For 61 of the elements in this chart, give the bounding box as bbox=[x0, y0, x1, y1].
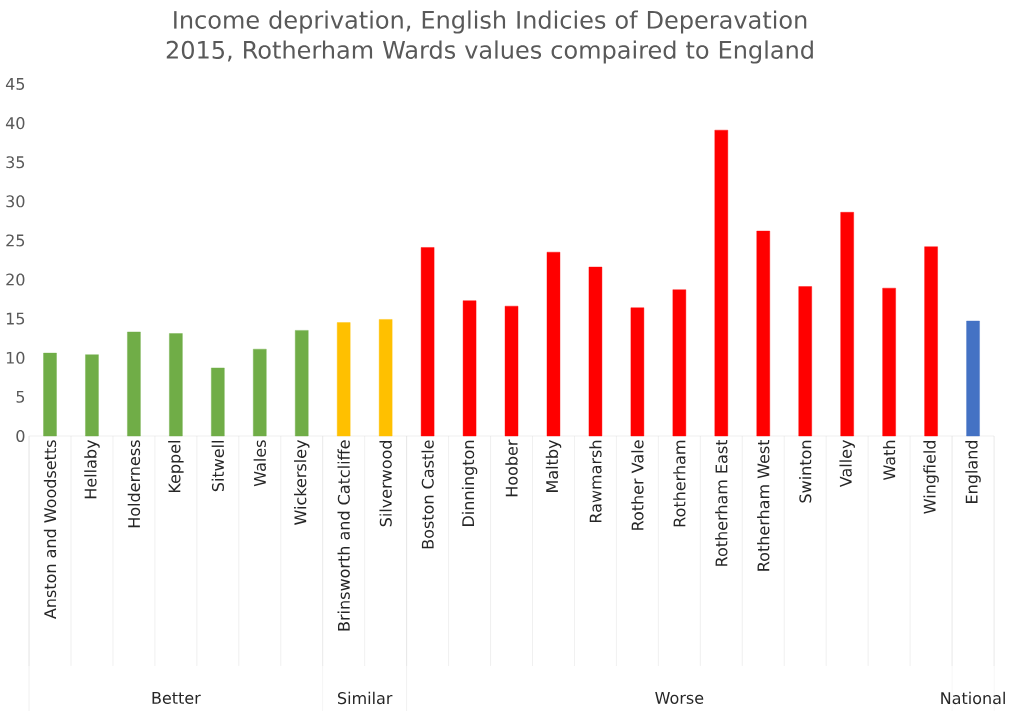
text: Similar bbox=[338, 691, 393, 705]
bar bbox=[211, 367, 225, 437]
y-tick-label: 0 bbox=[16, 429, 25, 443]
x-tick-label: Wath bbox=[882, 440, 896, 481]
bar bbox=[85, 354, 99, 437]
bar bbox=[420, 247, 435, 437]
x-tick-label: Anston and Woodsetts bbox=[43, 440, 57, 619]
y-tick-label: 20 bbox=[6, 273, 25, 286]
x-tick-label: Hoober bbox=[505, 439, 518, 497]
x-tick-label: Sitwell bbox=[211, 441, 225, 492]
x-tick-label: Maltby bbox=[545, 440, 562, 492]
bar bbox=[840, 212, 854, 437]
x-tick-label: Rother Vale bbox=[631, 440, 644, 530]
y-tick-label: 10 bbox=[6, 351, 25, 364]
x-tick-label: Hellaby bbox=[84, 440, 100, 499]
bar bbox=[504, 305, 519, 437]
x-tick-label: Wales bbox=[253, 440, 266, 487]
bar bbox=[672, 289, 687, 437]
x-tick-label: Rotherham East bbox=[715, 439, 728, 566]
x-tick-label: England bbox=[965, 440, 981, 503]
bar bbox=[924, 246, 938, 437]
text: National bbox=[941, 691, 1005, 705]
x-tick-label: Silverwood bbox=[379, 440, 392, 527]
x-tick-label: Rotherham bbox=[673, 440, 686, 527]
y-tick-label: 30 bbox=[6, 195, 25, 208]
bar bbox=[756, 230, 770, 437]
bar bbox=[714, 129, 729, 437]
bar bbox=[253, 348, 267, 437]
chart-title: Income deprivation, English Indicies of Deperavation 2015, Rotherham Wards values compaired to England bbox=[166, 10, 813, 64]
x-tick-label: Wingfield bbox=[923, 440, 939, 514]
y-tick-label: 40 bbox=[5, 117, 25, 130]
x-tick-label: Wickersley bbox=[294, 440, 310, 525]
bar bbox=[630, 307, 645, 437]
x-tick-label: Dinnington bbox=[461, 440, 478, 526]
x-tick-label: Rawmarsh bbox=[589, 440, 602, 523]
x-tick-label: Valley bbox=[839, 439, 855, 488]
text: Worse bbox=[655, 692, 704, 704]
bar bbox=[462, 300, 477, 437]
text: Better bbox=[152, 692, 201, 704]
bar bbox=[337, 322, 351, 437]
y-tick-label: 15 bbox=[6, 312, 25, 325]
y-tick-label: 5 bbox=[16, 390, 25, 403]
bar bbox=[169, 333, 183, 437]
x-tick-label: Rotherham West bbox=[757, 439, 770, 571]
bar bbox=[798, 286, 812, 437]
y-tick-label: 45 bbox=[5, 78, 25, 90]
y-tick-label: 25 bbox=[6, 234, 25, 247]
x-tick-label: Keppel bbox=[168, 441, 184, 493]
x-tick-label: Swinton bbox=[799, 440, 812, 503]
bar bbox=[882, 287, 896, 437]
x-tick-label: Holderness bbox=[127, 440, 141, 528]
y-tick-label: 35 bbox=[6, 156, 25, 169]
x-tick-label: Boston Castle bbox=[421, 440, 434, 549]
bar bbox=[127, 331, 141, 437]
bar bbox=[378, 319, 393, 437]
bar bbox=[295, 330, 309, 437]
bar bbox=[588, 266, 603, 437]
bar bbox=[546, 251, 561, 437]
x-tick-label: Brinsworth and Catcliffe bbox=[337, 440, 350, 631]
bar bbox=[966, 320, 980, 437]
bar bbox=[43, 352, 57, 437]
